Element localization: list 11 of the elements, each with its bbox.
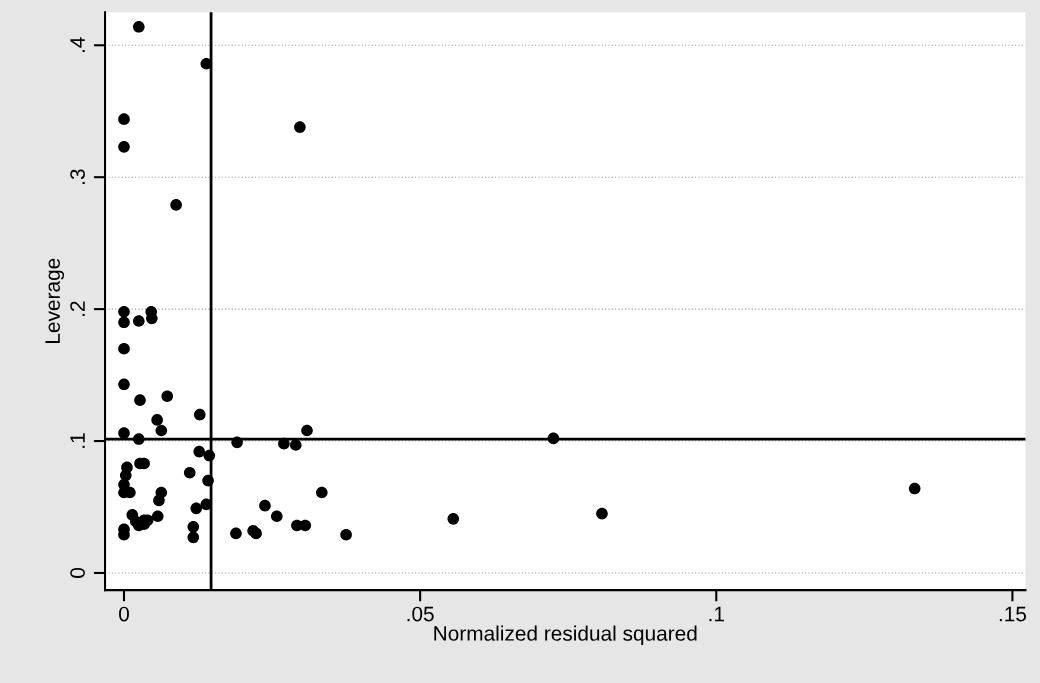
y-axis-title: Leverage bbox=[45, 258, 65, 343]
x-tick-label: 0 bbox=[119, 606, 129, 622]
y-tick-label: .2 bbox=[70, 301, 85, 316]
y-tick-label: .1 bbox=[70, 433, 85, 448]
x-axis-title: Normalized residual squared bbox=[434, 625, 697, 645]
x-tick-label: .1 bbox=[709, 606, 724, 622]
y-tick-label: .3 bbox=[70, 169, 85, 184]
y-tick-label: .4 bbox=[70, 37, 85, 53]
y-tick-label: 0 bbox=[70, 567, 85, 578]
x-tick-label: .15 bbox=[999, 606, 1027, 622]
x-tick-label: .05 bbox=[407, 606, 434, 622]
